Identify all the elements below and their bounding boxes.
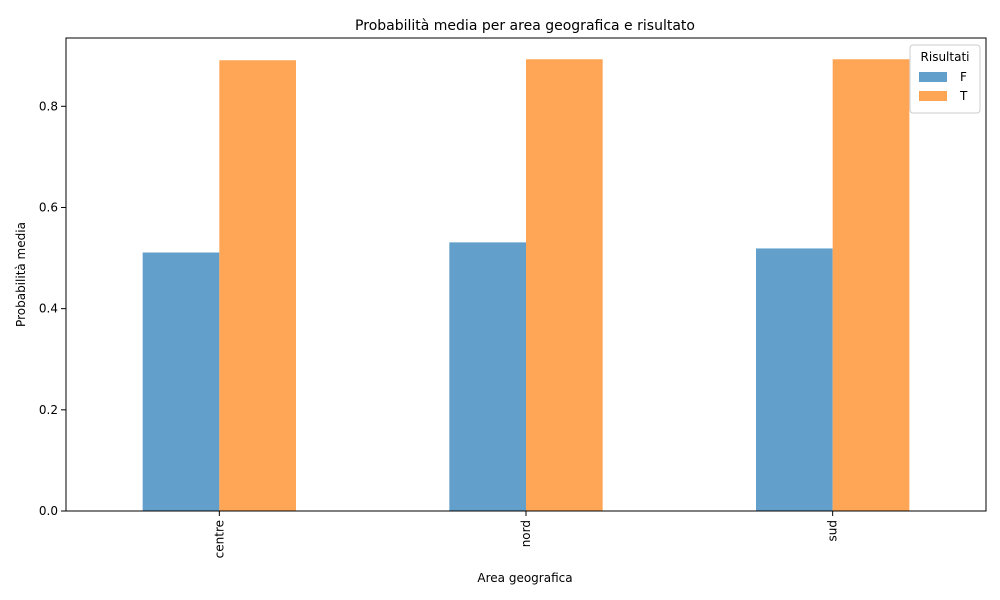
y-tick-label: 0.4 xyxy=(39,302,58,316)
legend-title: Risultati xyxy=(921,50,970,64)
legend-swatch-F xyxy=(919,72,947,82)
x-tick-label: nord xyxy=(519,520,533,547)
bar-T-sud xyxy=(832,59,910,511)
bar-T-nord xyxy=(526,59,603,511)
chart-title: Probabilità media per area geografica e … xyxy=(355,18,695,34)
legend-label-T: T xyxy=(959,89,968,103)
legend-label-F: F xyxy=(960,70,967,84)
bar-T-centre xyxy=(219,60,296,512)
x-axis: centre nord sud xyxy=(212,511,840,558)
y-tick-label: 0.6 xyxy=(39,200,58,214)
bar-F-nord xyxy=(449,242,526,511)
y-tick-label: 0.8 xyxy=(39,99,58,113)
legend: Risultati FT xyxy=(909,44,981,114)
y-tick-label: 0.2 xyxy=(39,403,58,417)
bar-F-sud xyxy=(756,248,833,511)
plot-area xyxy=(142,59,910,512)
y-axis-label: Probabilità media xyxy=(14,222,28,327)
x-axis-label: Area geografica xyxy=(477,571,572,585)
x-tick-label: sud xyxy=(826,520,840,541)
bar-F-centre xyxy=(142,252,220,511)
x-tick-label: centre xyxy=(212,520,226,558)
y-axis: 0.0 0.2 0.4 0.6 0.8 xyxy=(39,99,66,518)
legend-swatch-T xyxy=(919,91,947,101)
y-tick-label: 0.0 xyxy=(39,504,58,518)
